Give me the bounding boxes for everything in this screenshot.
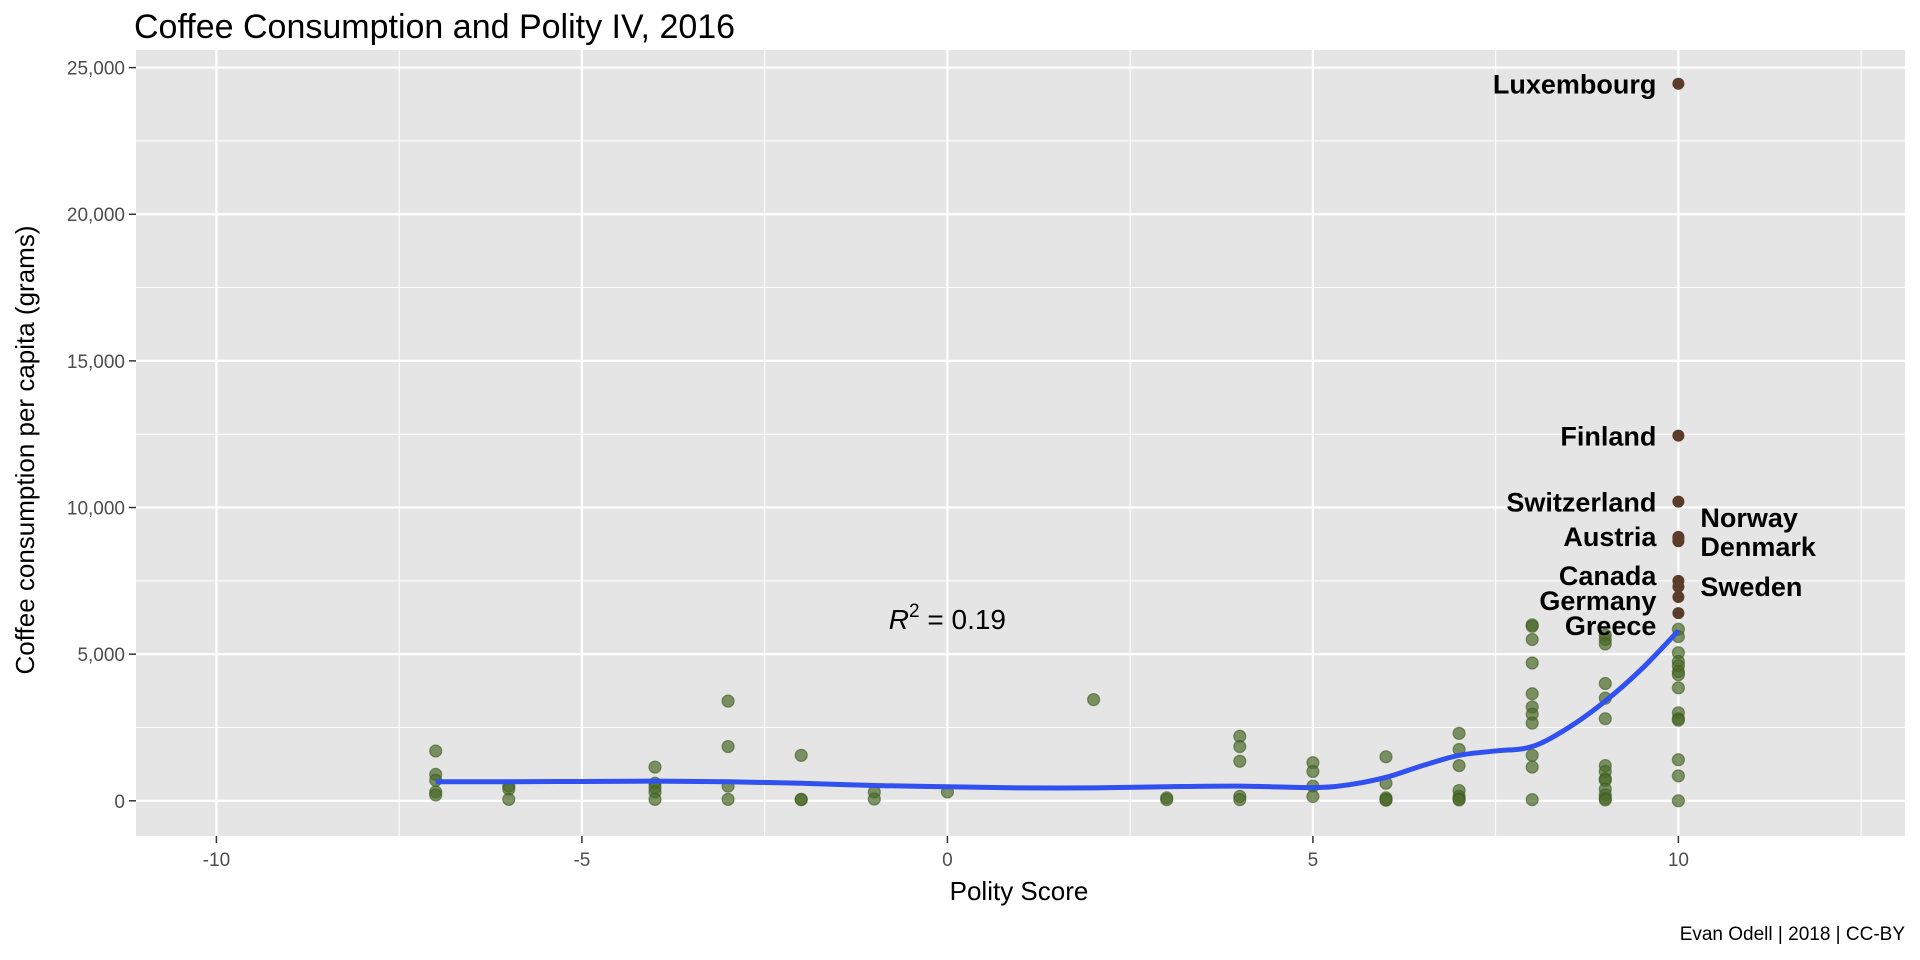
country-label: Austria xyxy=(1563,522,1657,552)
highlight-point xyxy=(1672,429,1685,442)
country-label: Germany xyxy=(1539,586,1656,616)
y-tick-label: 10,000 xyxy=(67,499,125,520)
data-point xyxy=(1671,794,1685,808)
data-point xyxy=(1452,726,1466,740)
data-point xyxy=(1525,793,1539,807)
data-point xyxy=(1160,793,1174,807)
data-point xyxy=(1671,681,1685,695)
data-point xyxy=(648,760,662,774)
x-tick-label: -10 xyxy=(203,850,230,871)
data-point xyxy=(1525,760,1539,774)
x-axis-title: Polity Score xyxy=(950,876,1089,906)
country-label: Greece xyxy=(1565,611,1657,641)
r-squared-annotation: R2 = 0.19 xyxy=(889,601,1006,635)
x-tick-label: 0 xyxy=(942,850,953,871)
data-point xyxy=(1525,632,1539,647)
data-point xyxy=(648,792,662,806)
smooth-line xyxy=(435,628,1681,791)
country-label: Sweden xyxy=(1700,572,1802,602)
data-point xyxy=(1306,764,1320,779)
data-point xyxy=(1379,793,1393,807)
y-axis: 0 5,000 10,000 15,000 20,000 25,000 xyxy=(67,59,136,813)
data-point xyxy=(1452,793,1466,807)
data-point xyxy=(429,788,443,802)
data-point xyxy=(1525,619,1539,633)
data-point xyxy=(1598,793,1612,807)
data-point xyxy=(1525,687,1539,701)
data-point xyxy=(867,792,881,806)
data-point xyxy=(1306,789,1320,804)
grid-major xyxy=(136,50,1905,836)
y-tick-label: 20,000 xyxy=(67,205,125,226)
highlight-point xyxy=(1672,77,1685,90)
data-point xyxy=(794,748,808,762)
data-point xyxy=(1233,754,1247,768)
country-label: Switzerland xyxy=(1506,488,1656,518)
y-tick-label: 5,000 xyxy=(77,645,125,666)
x-tick-label: -5 xyxy=(573,850,590,871)
data-point xyxy=(1086,693,1101,707)
chart-caption: Evan Odell | 2018 | CC-BY xyxy=(1680,924,1906,945)
data-point xyxy=(1598,712,1612,726)
data-point xyxy=(1525,716,1539,730)
y-tick-label: 0 xyxy=(114,792,125,813)
grid-minor xyxy=(136,50,1905,836)
r-squared-value: = 0.19 xyxy=(920,604,1006,635)
country-label: Finland xyxy=(1560,422,1656,452)
data-point xyxy=(1525,748,1539,762)
chart-title: Coffee Consumption and Polity IV, 2016 xyxy=(134,8,735,46)
data-point xyxy=(794,793,808,807)
highlight-point xyxy=(1672,580,1685,593)
data-point xyxy=(1671,769,1685,783)
country-label: Norway xyxy=(1700,503,1798,533)
highlighted-points xyxy=(1672,77,1685,620)
x-tick-label: 5 xyxy=(1308,850,1319,871)
country-labels: Luxembourg Finland Switzerland Norway Austri… xyxy=(1493,70,1817,641)
data-points xyxy=(429,618,1685,808)
data-point xyxy=(1671,713,1685,727)
data-point xyxy=(1671,753,1685,767)
y-axis-title: Coffee consumption per capita (grams) xyxy=(10,226,40,675)
country-label: Luxembourg xyxy=(1493,70,1657,100)
y-tick-label: 25,000 xyxy=(67,59,125,80)
r-squared-sup: 2 xyxy=(909,601,920,622)
r-squared-base: R xyxy=(889,604,909,635)
data-point xyxy=(1671,668,1685,682)
plot-panel xyxy=(136,50,1905,836)
data-point xyxy=(1525,656,1539,670)
data-point xyxy=(721,792,735,806)
data-point xyxy=(1598,676,1612,691)
x-axis: -10 -5 0 5 10 xyxy=(203,836,1689,871)
country-label: Canada xyxy=(1559,561,1658,591)
highlight-point xyxy=(1672,607,1685,620)
data-point xyxy=(1233,739,1247,754)
data-point xyxy=(429,744,443,758)
highlight-point xyxy=(1672,590,1685,603)
data-point xyxy=(502,792,516,806)
data-point xyxy=(1233,793,1247,807)
highlight-point xyxy=(1672,495,1685,508)
data-point xyxy=(1598,637,1612,651)
x-tick-label: 10 xyxy=(1668,850,1689,871)
data-point xyxy=(1379,750,1393,764)
y-tick-label: 15,000 xyxy=(67,352,125,373)
data-point xyxy=(721,694,735,708)
data-point xyxy=(721,739,735,754)
highlight-point xyxy=(1672,532,1685,545)
data-point xyxy=(1452,759,1466,773)
country-label: Denmark xyxy=(1700,532,1817,562)
